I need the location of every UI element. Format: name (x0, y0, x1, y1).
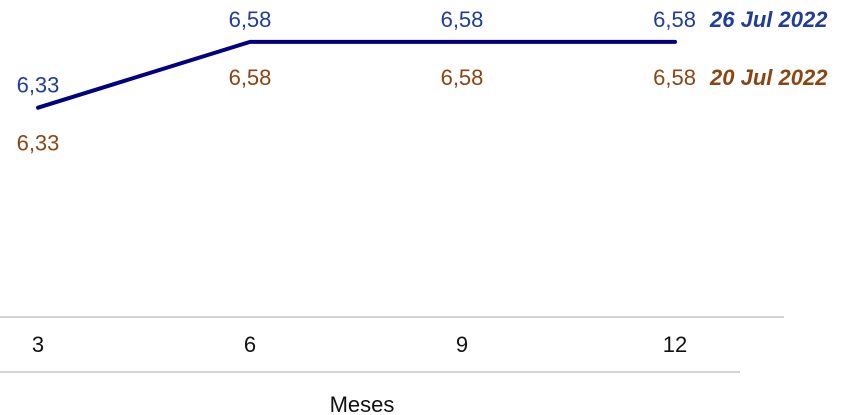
series-line-1 (36, 39, 677, 110)
x-tick-labels: 3 6 9 12 (32, 332, 687, 357)
series-names: 20 Jul 2022 26 Jul 2022 (709, 7, 828, 90)
data-label: 6,58 (229, 7, 272, 32)
data-label: 6,33 (17, 131, 60, 156)
series-lines (36, 39, 677, 110)
data-label: 6,58 (653, 7, 696, 32)
data-label: 6,58 (653, 65, 696, 90)
data-label: 6,58 (229, 65, 272, 90)
x-tick-label: 6 (244, 332, 256, 357)
x-tick-label: 12 (663, 332, 687, 357)
x-tick-label: 9 (456, 332, 468, 357)
x-tick-label: 3 (32, 332, 44, 357)
value-labels: 6,33 6,58 6,58 6,58 6,33 6,58 6,58 6,58 (17, 7, 696, 156)
data-label: 6,33 (17, 73, 60, 98)
legend-label: 26 Jul 2022 (709, 7, 828, 32)
data-label: 6,58 (441, 65, 484, 90)
series-line-0 (36, 40, 677, 110)
legend-label: 20 Jul 2022 (709, 65, 828, 90)
data-label: 6,58 (441, 7, 484, 32)
x-axis-title: Meses (330, 392, 395, 415)
